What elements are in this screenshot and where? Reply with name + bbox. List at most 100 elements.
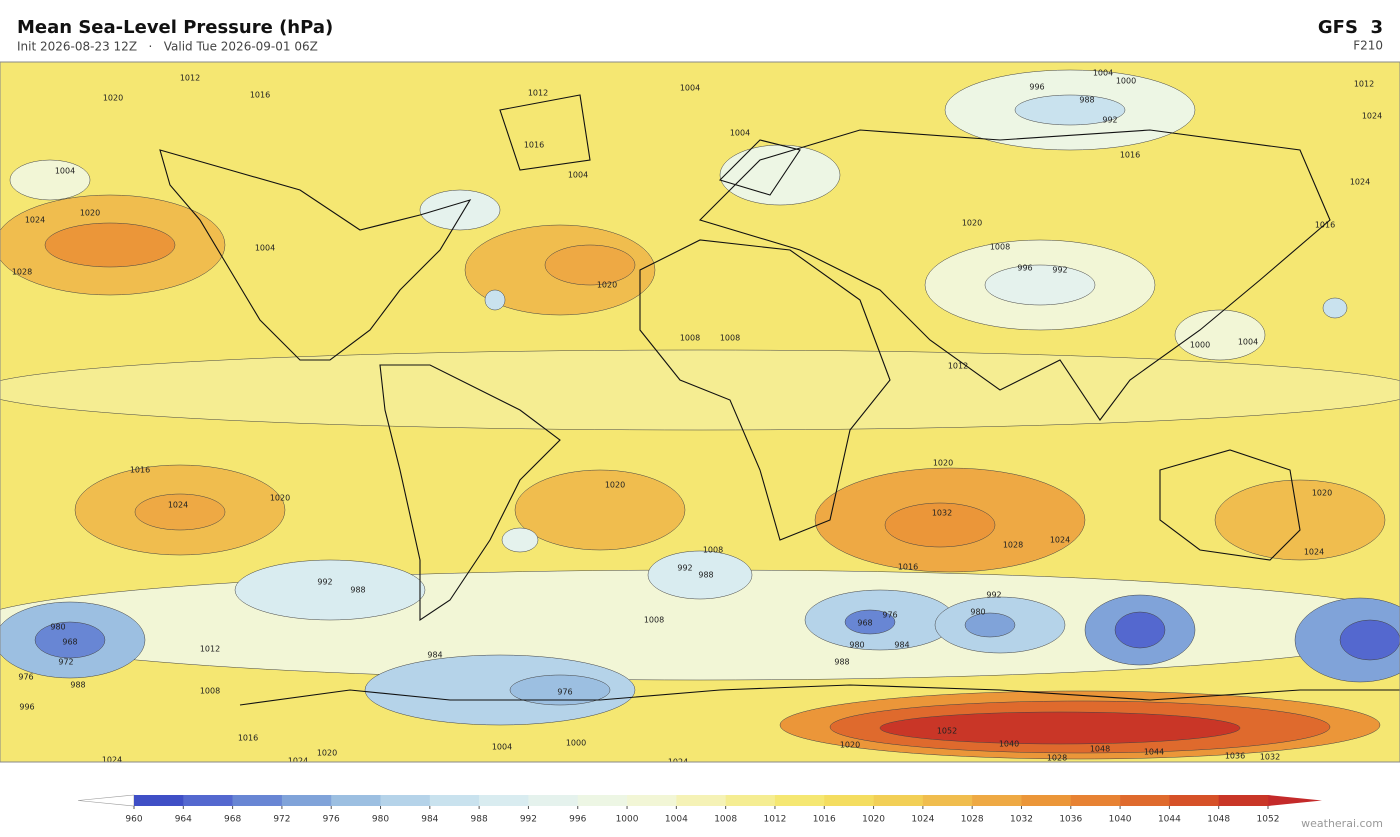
contour-label: 1044 [1144, 748, 1164, 757]
contour-label: 1008 [990, 243, 1010, 252]
colorbar-tick-label: 1000 [616, 815, 639, 825]
pressure-region [234, 559, 426, 621]
colorbar-bin [331, 795, 381, 806]
colorbar-bin [1070, 795, 1121, 806]
colorbar-tick-label: 1028 [961, 815, 984, 825]
colorbar-tick-label: 968 [224, 815, 241, 825]
colorbar-bin [972, 795, 1022, 806]
contour-label: 988 [350, 586, 365, 595]
colorbar-tick-label: 964 [175, 815, 192, 825]
contour-label: 996 [1029, 83, 1044, 92]
colorbar-bin [479, 795, 529, 806]
contour-label: 1020 [933, 459, 953, 468]
contour-label: 1012 [180, 74, 200, 83]
contour-label: 1020 [605, 481, 625, 490]
contour-label: 1000 [1190, 341, 1210, 350]
contour-label: 988 [698, 571, 713, 580]
contour-label: 1028 [1003, 541, 1023, 550]
colorbar-tick-label: 1004 [665, 815, 688, 825]
pressure-region [509, 674, 611, 706]
colorbar-tick-label: 972 [273, 815, 290, 825]
colorbar-tick-label: 1048 [1207, 815, 1230, 825]
colorbar-bin [183, 795, 233, 806]
contour-label: 1016 [524, 141, 544, 150]
contour-label: 976 [557, 688, 572, 697]
contour-label: 1004 [1238, 338, 1258, 347]
contour-label: 1016 [250, 91, 270, 100]
colorbar-bin [232, 795, 283, 806]
contour-label: 996 [19, 703, 34, 712]
colorbar-bin [1169, 795, 1219, 806]
pressure-region [0, 349, 1400, 431]
map-frame [0, 61, 1400, 763]
contour-label: 1048 [1090, 745, 1110, 754]
colorbar-tick-label: 1036 [1059, 815, 1082, 825]
contour-label: 1004 [55, 167, 75, 176]
contour-label: 1004 [492, 743, 512, 752]
contour-label: 1008 [703, 546, 723, 555]
pressure-region [1322, 297, 1348, 319]
contour-label: 1012 [528, 89, 548, 98]
contour-label: 1028 [12, 268, 32, 277]
contour-label: 1032 [932, 509, 952, 518]
colorbar-bin [429, 795, 480, 806]
colorbar-tick-label: 980 [372, 815, 389, 825]
coastline [698, 129, 1331, 421]
contour-label: 1004 [730, 129, 750, 138]
contour-label: 1000 [1116, 77, 1136, 86]
pressure-region [1174, 309, 1266, 361]
colorbar-tick-label: 1020 [862, 815, 885, 825]
contour-label: 988 [70, 681, 85, 690]
contour-label: 1008 [644, 616, 664, 625]
colorbar-bin [774, 795, 825, 806]
contour-label: 992 [1052, 266, 1067, 275]
pressure-region [984, 264, 1096, 306]
colorbar-bin [380, 795, 431, 806]
contour-label: 1016 [1120, 151, 1140, 160]
colorbar-bin [627, 795, 677, 806]
colorbar-bin [281, 795, 332, 806]
pressure-region [34, 621, 106, 659]
contour-label: 1024 [168, 501, 188, 510]
contour-label: 992 [317, 578, 332, 587]
contour-label: 976 [18, 673, 33, 682]
contour-label: 980 [970, 608, 985, 617]
contour-label: 988 [1079, 96, 1094, 105]
pressure-region [134, 493, 226, 531]
colorbar-tick-label: 984 [421, 815, 438, 825]
colorbar-bin [134, 795, 184, 806]
contour-label: 1024 [1350, 178, 1370, 187]
colorbar-bin [1021, 795, 1072, 806]
contour-label: 980 [849, 641, 864, 650]
colorbar-tick-label: 996 [569, 815, 586, 825]
colorbar-tick-label: 1032 [1010, 815, 1033, 825]
colorbar-tick-label: 1008 [714, 815, 737, 825]
colorbar-under [77, 794, 135, 807]
colorbar-tick-label: 976 [323, 815, 340, 825]
colorbar-bin [577, 795, 628, 806]
contour-label: 1024 [1304, 548, 1324, 557]
pressure-region [364, 654, 636, 726]
contour-label: 1024 [1050, 536, 1070, 545]
contour-label: 980 [50, 623, 65, 632]
contour-label: 1016 [130, 466, 150, 475]
pressure-region [884, 502, 996, 548]
contour-label: 1020 [1312, 489, 1332, 498]
contour-label: 1012 [200, 645, 220, 654]
coastline [1159, 449, 1301, 561]
contour-label: 988 [834, 658, 849, 667]
colorbar-bin [528, 795, 579, 806]
colorbar-bin [725, 795, 776, 806]
contour-label: 1012 [1354, 80, 1374, 89]
contour-label: 1000 [566, 739, 586, 748]
colorbar: 960 964 968 972 976 980 984 988 992 996 1000 1004 10… [77, 794, 1322, 825]
contour-label: 1004 [568, 171, 588, 180]
model: GFS 3 [1318, 17, 1383, 38]
coastline [499, 94, 801, 196]
contour-label: 1024 [288, 757, 308, 766]
colorbar-tick-label: 1052 [1257, 815, 1280, 825]
contour-label: 1024 [25, 216, 45, 225]
pressure-region [501, 527, 539, 553]
contour-label: 1008 [680, 334, 700, 343]
